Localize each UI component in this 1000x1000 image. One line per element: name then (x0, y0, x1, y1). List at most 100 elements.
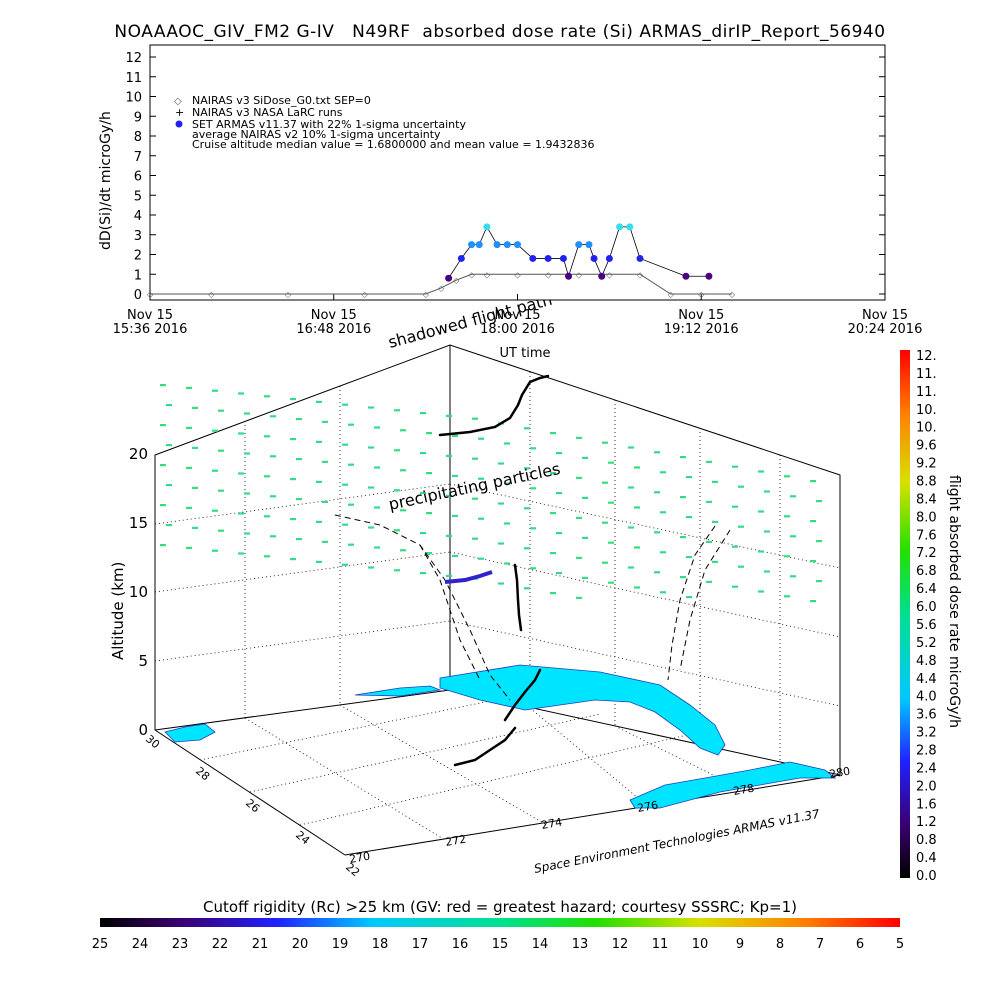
particle-marker (368, 526, 374, 529)
armas-point (590, 254, 598, 262)
particle-marker (394, 529, 400, 532)
cutoff-colorbar-tick: 22 (212, 937, 229, 952)
y-tick-label: 10 (125, 91, 142, 106)
armas-point (544, 254, 552, 262)
altitude-tick-label: 0 (138, 721, 148, 739)
dose-colorbar-tick: 7.6 (916, 528, 937, 543)
x-tick-time: 16:48 2016 (296, 322, 371, 337)
particle-marker (270, 495, 276, 498)
particle-marker (238, 392, 244, 395)
particle-marker (420, 412, 426, 415)
armas-point (475, 241, 483, 249)
particle-marker (680, 576, 686, 579)
particle-marker (400, 509, 406, 512)
particle-marker (244, 412, 250, 415)
particle-marker (582, 456, 588, 459)
cutoff-colorbar-tick: 18 (372, 937, 389, 952)
nairas-point: ◇ (515, 270, 522, 279)
armas-point (559, 254, 567, 262)
particle-marker (764, 570, 770, 573)
cutoff-rigidity-field (160, 384, 822, 603)
dose-colorbar (900, 350, 910, 878)
particle-marker (790, 575, 796, 578)
legend: ◇ NAIRAS v3 SiDose_G0.txt SEP=0 + NAIRAS… (174, 94, 595, 151)
particle-marker (602, 441, 608, 444)
particle-marker (712, 560, 718, 563)
annotation-shadowed-flight-path: shadowed flight path (386, 300, 554, 352)
particle-marker (550, 472, 556, 475)
dose-colorbar-tick: 3.6 (916, 708, 937, 723)
particle-marker (238, 552, 244, 555)
armas-point (605, 254, 613, 262)
armas-point (529, 254, 537, 262)
cutoff-colorbar-tick: 9 (736, 937, 744, 952)
particle-marker (810, 520, 816, 523)
dose-colorbar-tick: 6.8 (916, 564, 937, 579)
particle-marker (810, 600, 816, 603)
cutoff-colorbar-tick: 25 (92, 937, 109, 952)
particle-marker (446, 414, 452, 417)
cutoff-colorbar-label: Cutoff rigidity (Rc) >25 km (GV: red = g… (203, 898, 797, 916)
particle-marker (316, 560, 322, 563)
particle-marker (472, 537, 478, 540)
particle-marker (732, 545, 738, 548)
particle-marker (420, 452, 426, 455)
particle-marker (368, 486, 374, 489)
cutoff-colorbar-tick: 19 (332, 937, 349, 952)
particle-marker (504, 562, 510, 565)
particle-marker (342, 563, 348, 566)
x-tick-date: Nov 15 (127, 308, 173, 323)
particle-marker (530, 527, 536, 530)
particle-marker (790, 535, 796, 538)
particle-marker (634, 586, 640, 589)
particle-marker (524, 427, 530, 430)
cutoff-colorbar-tick: 7 (816, 937, 824, 952)
annotation-credit: Space Environment Technologies ARMAS v11… (533, 807, 821, 876)
particle-marker (654, 451, 660, 454)
particle-marker (238, 432, 244, 435)
particle-marker (166, 484, 172, 487)
legend-marker-diamond: ◇ (174, 96, 182, 107)
particle-marker (576, 516, 582, 519)
cutoff-colorbar-tick: 10 (692, 937, 709, 952)
particle-marker (290, 558, 296, 561)
particle-marker (654, 571, 660, 574)
particle-marker (186, 386, 192, 389)
particle-marker (680, 496, 686, 499)
dose-colorbar-tick: 0.4 (916, 851, 937, 866)
particle-marker (602, 561, 608, 564)
particle-marker (446, 534, 452, 537)
particle-marker (504, 482, 510, 485)
particle-marker (212, 509, 218, 512)
y-tick-label: 9 (134, 110, 142, 125)
particle-marker (524, 547, 530, 550)
particle-marker (472, 457, 478, 460)
nairas-point: ◇ (698, 290, 705, 299)
particle-marker (166, 404, 172, 407)
particle-marker (758, 510, 764, 513)
flight-track-dose (444, 570, 493, 584)
nairas-point: ◇ (361, 290, 368, 299)
particle-marker (218, 409, 224, 412)
dose-colorbar-tick: 0.0 (916, 869, 937, 884)
particle-marker (628, 446, 634, 449)
particle-marker (504, 442, 510, 445)
dose-colorbar-tick: 5.6 (916, 618, 937, 633)
dose-colorbar-tick: 4.4 (916, 672, 937, 687)
particle-marker (524, 507, 530, 510)
dose-colorbar-tick: 8.8 (916, 475, 937, 490)
x-tick-time: 18:00 2016 (480, 322, 555, 337)
dose-colorbar-tick: 8.0 (916, 510, 937, 525)
particle-marker (576, 556, 582, 559)
particle-marker (446, 494, 452, 497)
dose-colorbar-tick: 1.6 (916, 797, 937, 812)
particle-marker (758, 590, 764, 593)
armas-point (575, 241, 583, 249)
particle-marker (732, 465, 738, 468)
armas-point (626, 223, 634, 231)
particle-marker (342, 403, 348, 406)
nairas-point: ◇ (484, 270, 491, 279)
nairas-point: ◇ (438, 284, 445, 293)
particle-marker (166, 524, 172, 527)
